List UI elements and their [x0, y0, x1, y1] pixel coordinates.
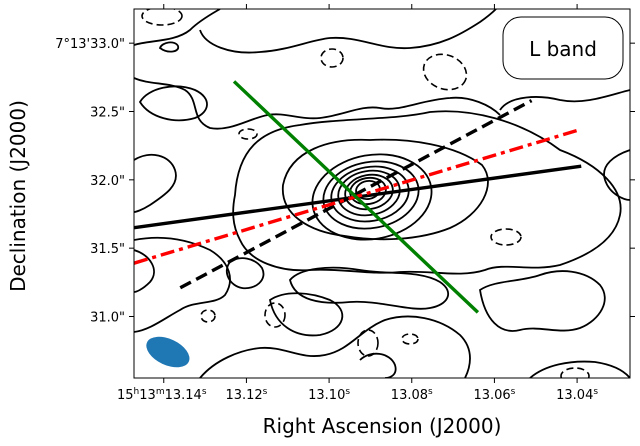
x-tick-label: 13.08s [391, 387, 433, 403]
contour-level [603, 149, 630, 201]
contour-level [322, 160, 420, 230]
negative-contour [422, 53, 468, 91]
contour-level [289, 266, 450, 310]
contour-level [199, 315, 471, 378]
y-tick-label: 32.0" [90, 174, 125, 189]
negative-contour [401, 333, 419, 345]
contour-level [225, 257, 265, 290]
negative-contour [141, 9, 183, 26]
contour-level [268, 292, 344, 337]
overlay-lines [134, 80, 582, 368]
contour-level [134, 77, 501, 130]
x-tick-label: 13.12s [225, 387, 267, 403]
contour-level [529, 360, 630, 378]
contour-level [134, 236, 231, 333]
negative-contour [320, 48, 344, 68]
x-axis-label: Right Ascension (J2000) [263, 414, 502, 438]
band-label-box: L band [502, 16, 624, 80]
overlay-line-green-solid [232, 80, 480, 314]
y-tick-label: 32.5" [90, 106, 125, 121]
x-tick-label: 13.10s [308, 387, 350, 403]
contour-level [479, 270, 606, 332]
overlay-line-black-dashed [179, 99, 533, 290]
negative-contour [357, 329, 379, 357]
plot-frame [133, 8, 631, 379]
contour-level [359, 352, 397, 378]
y-axis-label: Declination (J2000) [6, 100, 30, 292]
negative-contours [141, 9, 590, 378]
negative-contour [264, 302, 286, 328]
contour-level [134, 9, 221, 46]
x-tick-label: 13.04s [556, 387, 598, 403]
outer-contours [134, 9, 630, 378]
contour-level [134, 153, 177, 213]
contour-level [344, 173, 394, 211]
contour-level [282, 138, 489, 241]
y-tick-label: 31.0" [90, 311, 125, 326]
x-tick-label: 15h13m13.14s [117, 387, 207, 403]
negative-contour [490, 228, 522, 246]
band-label: L band [529, 37, 597, 61]
beam-ellipse [146, 336, 190, 368]
contour-level [499, 89, 630, 111]
y-tick-label: 31.5" [90, 242, 125, 257]
contour-level [158, 41, 180, 53]
negative-contour [238, 128, 258, 140]
contour-level [199, 9, 497, 54]
negative-contour [560, 367, 590, 378]
x-tick-label: 13.06s [473, 387, 515, 403]
negative-contour [200, 309, 216, 323]
axis-ticks: 15h13m13.14s 13.12s 13.10s 13.08s 13.06s 13.0… [55, 4, 635, 403]
contour-level [134, 249, 155, 293]
contour-level [138, 85, 208, 122]
y-tick-label: 7°13'33.0" [55, 37, 125, 52]
